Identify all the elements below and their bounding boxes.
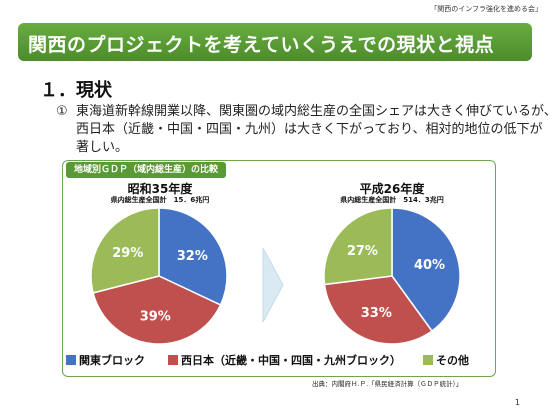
source-note: 出典：内閣府Ｈ.Ｐ.「県民経済計算（ＧＤＰ統計）」 bbox=[312, 380, 463, 388]
item-text: 東海道新幹線開業以降、関東圏の域内総生産の全国シェアは大きく伸びているが、 西日… bbox=[76, 103, 550, 157]
pie-data-label: 32% bbox=[177, 249, 208, 264]
pie-slice-other bbox=[323, 207, 393, 286]
pie-data-label: 40% bbox=[414, 258, 445, 273]
chart-tag: 地域別ＧＤＰ（域内総生産）の比較 bbox=[66, 162, 227, 178]
pie-chart-right: 40% 33% 27% bbox=[323, 207, 461, 345]
legend-swatch bbox=[423, 355, 433, 365]
pie-chart-left: 32% 39% 29% bbox=[90, 207, 228, 345]
legend-label: 西日本（近畿・中国・四国・九州ブロック） bbox=[181, 354, 401, 367]
legend-label: 関東ブロック bbox=[79, 354, 145, 367]
item-line: 西日本（近畿・中国・四国・九州）は大きく下がっており、相対的地位の低下が bbox=[76, 122, 543, 137]
chart-subtitle-left: 県内総生産全国計 15．6兆円 bbox=[110, 196, 210, 204]
legend-item-west: 西日本（近畿・中国・四国・九州ブロック） bbox=[168, 352, 401, 368]
title-bar: 関西のプロジェクトを考えていくうえでの現状と視点 bbox=[18, 23, 532, 61]
pie-slice-kanto bbox=[391, 207, 461, 333]
legend-item-other: その他 bbox=[423, 352, 469, 368]
legend: 関東ブロック 西日本（近畿・中国・四国・九州ブロック） その他 bbox=[66, 352, 490, 370]
item-number: ① bbox=[56, 104, 68, 119]
header-tag: 「関西のインフラ強化を進める会」 bbox=[430, 5, 542, 13]
item-line: 著しい。 bbox=[76, 140, 129, 155]
page-number: 1 bbox=[514, 398, 520, 407]
chart-title-right: 平成26年度 bbox=[359, 182, 425, 196]
legend-label: その他 bbox=[436, 354, 469, 367]
chart-subtitle-right: 県内総生産全国計 514．3兆円 bbox=[340, 196, 444, 204]
pie-slice-west bbox=[323, 275, 434, 345]
pie-slice-west bbox=[92, 275, 222, 345]
pie-data-label: 27% bbox=[347, 244, 378, 259]
legend-swatch bbox=[66, 355, 76, 365]
pie-slice-other bbox=[90, 207, 160, 294]
section-heading: １．現状 bbox=[40, 80, 112, 101]
pie-data-label: 33% bbox=[361, 306, 392, 321]
chart-title-left: 昭和35年度 bbox=[127, 182, 193, 196]
legend-swatch bbox=[168, 355, 178, 365]
pie-data-label: 39% bbox=[140, 309, 171, 324]
legend-item-kanto: 関東ブロック bbox=[66, 352, 145, 368]
page-title: 関西のプロジェクトを考えていくうえでの現状と視点 bbox=[28, 34, 495, 56]
pie-data-label: 29% bbox=[112, 246, 143, 261]
arrow-right-icon bbox=[262, 247, 284, 323]
item-line: 東海道新幹線開業以降、関東圏の域内総生産の全国シェアは大きく伸びているが、 bbox=[76, 104, 550, 119]
pie-slice-kanto bbox=[158, 207, 228, 306]
